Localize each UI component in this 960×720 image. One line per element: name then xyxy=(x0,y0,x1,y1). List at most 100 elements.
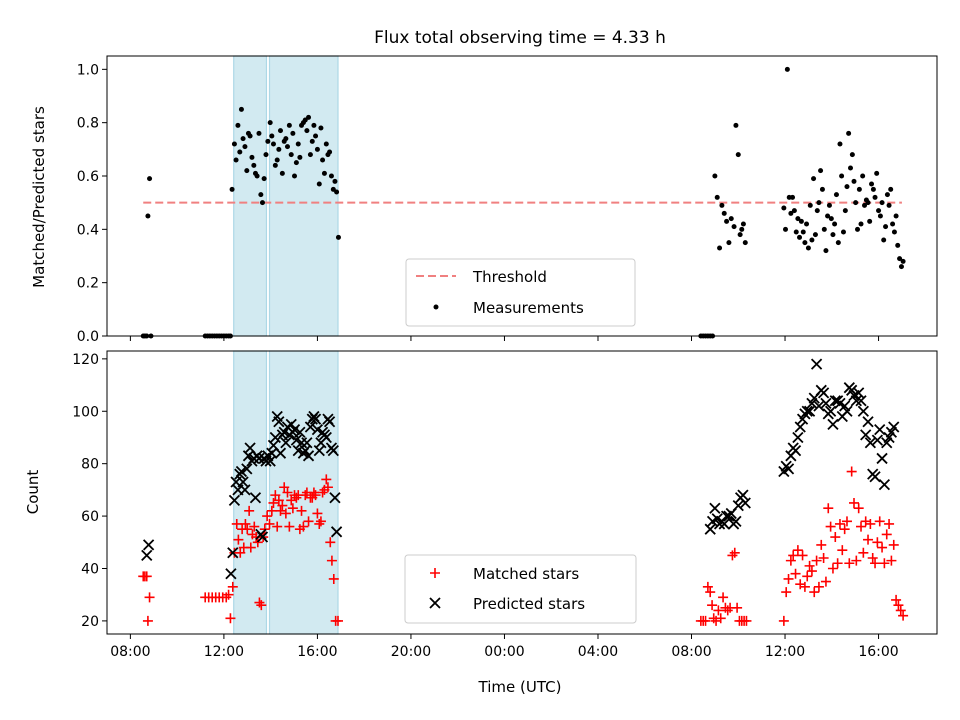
predicted-star-point xyxy=(860,429,872,441)
measurement-point xyxy=(332,178,338,184)
legend-measurements-swatch xyxy=(433,304,439,310)
bottom-series-0 xyxy=(138,466,909,626)
bottom-y-tick-label: 40 xyxy=(81,561,99,577)
matched-star-point xyxy=(286,495,297,506)
bottom-y-tick-label: 80 xyxy=(81,457,99,473)
measurement-point xyxy=(807,202,813,208)
matched-star-point xyxy=(841,516,852,527)
measurement-point xyxy=(147,176,153,182)
legend-matched-label: Matched stars xyxy=(473,565,579,583)
measurement-point xyxy=(833,192,839,198)
measurement-point xyxy=(814,208,820,214)
measurement-point xyxy=(840,229,846,235)
matched-star-point xyxy=(270,490,281,501)
predicted-star-point xyxy=(329,492,341,504)
matched-star-point xyxy=(326,555,337,566)
measurement-point xyxy=(876,208,882,214)
measurement-point xyxy=(309,138,315,144)
measurement-point xyxy=(259,200,265,206)
measurement-point xyxy=(839,173,845,179)
measurement-point xyxy=(717,245,723,251)
legend-predicted-label: Predicted stars xyxy=(473,595,585,613)
matched-star-point xyxy=(722,605,733,616)
matched-star-point xyxy=(245,542,256,553)
top-legend-box xyxy=(405,258,636,327)
measurement-point xyxy=(258,192,264,198)
measurement-point xyxy=(249,154,255,160)
bottom-y-tick-label: 60 xyxy=(81,509,99,525)
predicted-star-point xyxy=(269,431,281,444)
measurement-point xyxy=(891,229,897,235)
matched-star-point xyxy=(823,503,834,514)
matched-star-point xyxy=(811,555,822,566)
matched-star-point xyxy=(781,587,792,598)
matched-star-point xyxy=(834,518,845,529)
measurement-point xyxy=(290,130,296,136)
predicted-star-point xyxy=(827,418,839,431)
matched-star-point xyxy=(867,553,878,564)
measurement-point xyxy=(781,205,787,211)
predicted-star-point xyxy=(294,426,306,438)
matched-star-point xyxy=(273,495,284,506)
measurement-point xyxy=(297,154,303,160)
matched-star-point xyxy=(783,573,794,584)
measurement-point xyxy=(869,181,875,187)
matched-star-point xyxy=(729,547,740,558)
top-y-tick-label: 0.0 xyxy=(77,329,99,345)
matched-star-point xyxy=(879,558,890,569)
measurement-point xyxy=(879,200,885,206)
matched-star-point xyxy=(898,610,909,621)
matched-star-point xyxy=(225,613,236,624)
matched-star-point xyxy=(262,511,273,522)
measurement-point xyxy=(816,200,822,206)
matched-star-point xyxy=(322,482,333,493)
matched-star-point xyxy=(713,605,724,616)
predicted-star-point xyxy=(235,465,248,478)
measurement-point xyxy=(288,152,294,158)
matched-star-point xyxy=(298,521,309,532)
measurement-point xyxy=(323,141,329,147)
measurement-point xyxy=(737,232,743,238)
matched-star-point xyxy=(799,581,810,592)
measurement-point xyxy=(247,133,253,139)
matched-star-point xyxy=(321,474,332,485)
measurement-point xyxy=(274,157,280,163)
x-tick-label: 12:00 xyxy=(204,644,244,660)
measurement-point xyxy=(316,181,322,187)
chart-title: Flux total observing time = 4.33 h xyxy=(374,28,666,48)
matched-star-point xyxy=(895,605,906,616)
predicted-star-point xyxy=(813,400,825,412)
measurement-point xyxy=(842,208,848,214)
matched-star-point xyxy=(853,503,864,514)
predicted-star-point xyxy=(730,515,742,527)
matched-star-point xyxy=(700,615,711,626)
measurement-point xyxy=(327,149,333,155)
predicted-star-point xyxy=(256,531,269,543)
measurement-point xyxy=(853,200,859,206)
legend-predicted-swatch xyxy=(429,597,441,609)
matched-star-point xyxy=(235,547,246,558)
measurement-point xyxy=(231,141,237,147)
measurement-point xyxy=(800,229,806,235)
top-y-tick-label: 0.2 xyxy=(77,276,99,292)
measurement-point xyxy=(790,194,796,200)
measurement-point xyxy=(733,122,739,128)
measurement-point xyxy=(276,146,282,152)
predicted-star-point xyxy=(782,463,795,475)
predicted-star-point xyxy=(876,452,888,465)
measurement-point xyxy=(883,224,889,230)
measurement-point xyxy=(724,218,730,224)
measurement-point xyxy=(251,162,257,168)
measurement-point xyxy=(320,157,326,163)
measurement-point xyxy=(286,122,292,128)
matched-star-point xyxy=(795,579,806,590)
measurement-point xyxy=(851,178,857,184)
measurement-point xyxy=(870,186,876,192)
matched-star-point xyxy=(851,555,862,566)
matched-star-point xyxy=(872,537,883,548)
predicted-star-point xyxy=(871,434,884,446)
matched-star-point xyxy=(280,508,291,519)
bottom-shaded-region-0 xyxy=(233,350,268,635)
matched-star-point xyxy=(277,500,288,511)
measurement-point xyxy=(828,216,834,222)
